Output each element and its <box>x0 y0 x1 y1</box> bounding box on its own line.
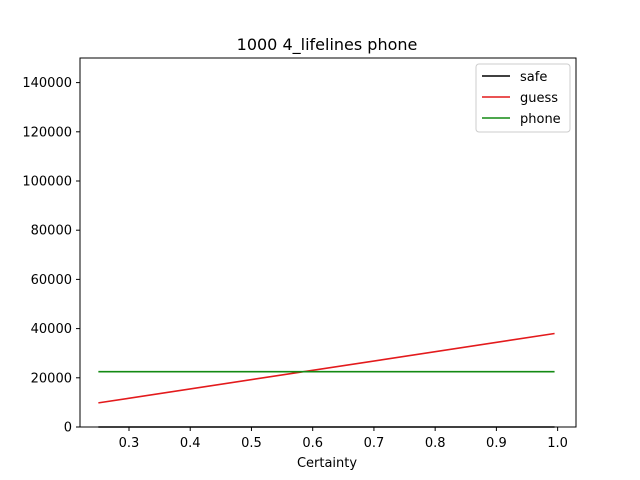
plot-area: 0.3 0.4 0.5 0.6 0.7 0.8 0.9 1.0 0 20000 40000 60000… <box>22 57 577 451</box>
legend: safe guess phone <box>475 63 571 133</box>
x-tick-label: 0.7 <box>364 436 385 451</box>
x-tick-label: 0.9 <box>486 436 507 451</box>
x-tick-label: 0.4 <box>180 436 201 451</box>
x-tick-label: 0.5 <box>241 436 262 451</box>
x-axis-label: Certainty <box>297 456 357 471</box>
legend-label-safe: safe <box>520 70 547 85</box>
y-tick-label: 80000 <box>31 224 72 239</box>
y-tick-label: 100000 <box>22 175 72 190</box>
y-tick-label: 140000 <box>22 76 72 91</box>
y-tick-label: 20000 <box>31 371 72 386</box>
x-tick-label: 0.8 <box>425 436 446 451</box>
y-tick-label: 120000 <box>22 125 72 140</box>
y-tick-label: 40000 <box>31 322 72 337</box>
legend-label-guess: guess <box>520 91 558 106</box>
chart-title: 1000 4_lifelines phone <box>237 35 418 55</box>
legend-box <box>475 63 571 133</box>
x-tick-label: 0.3 <box>119 436 140 451</box>
series-line-guess <box>98 332 555 404</box>
legend-label-phone: phone <box>520 112 561 127</box>
y-tick-label: 0 <box>64 421 72 436</box>
x-tick-label: 0.6 <box>302 436 323 451</box>
x-tick-label: 1.0 <box>547 436 568 451</box>
axes-frame <box>79 57 577 428</box>
y-tick-label: 60000 <box>31 273 72 288</box>
